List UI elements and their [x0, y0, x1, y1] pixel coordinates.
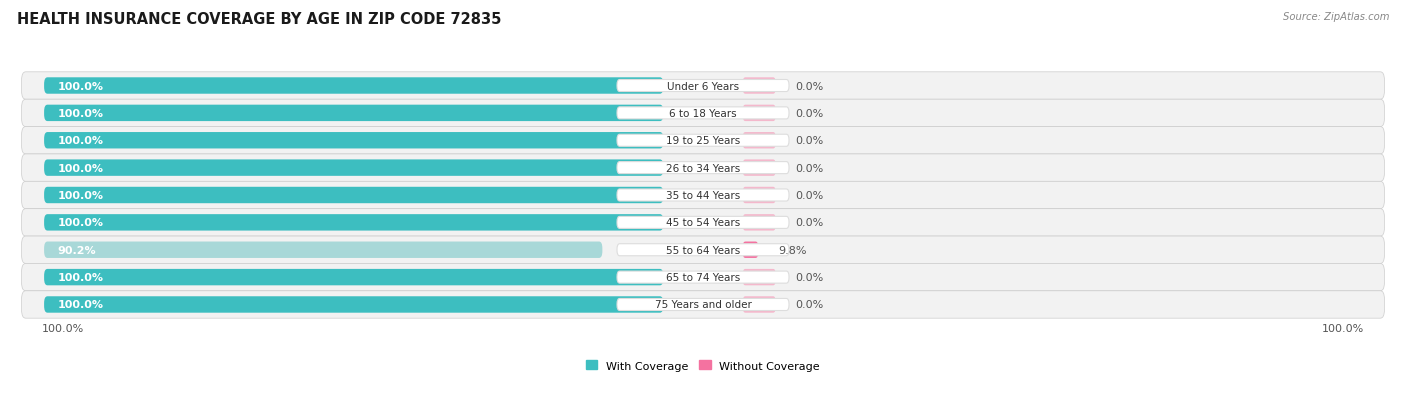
Text: 0.0%: 0.0%	[796, 163, 824, 173]
FancyBboxPatch shape	[617, 162, 789, 174]
Text: 100.0%: 100.0%	[58, 300, 103, 310]
Text: 0.0%: 0.0%	[796, 190, 824, 200]
FancyBboxPatch shape	[742, 160, 776, 176]
Text: 100.0%: 100.0%	[1322, 323, 1365, 333]
FancyBboxPatch shape	[44, 105, 664, 122]
FancyBboxPatch shape	[44, 297, 664, 313]
FancyBboxPatch shape	[44, 133, 664, 149]
FancyBboxPatch shape	[21, 264, 1385, 291]
Text: 65 to 74 Years: 65 to 74 Years	[666, 273, 740, 282]
Text: 100.0%: 100.0%	[41, 323, 84, 333]
Text: Under 6 Years: Under 6 Years	[666, 81, 740, 91]
FancyBboxPatch shape	[742, 133, 776, 149]
Text: 100.0%: 100.0%	[58, 109, 103, 119]
FancyBboxPatch shape	[617, 271, 789, 283]
Text: 100.0%: 100.0%	[58, 136, 103, 146]
FancyBboxPatch shape	[21, 209, 1385, 237]
FancyBboxPatch shape	[617, 190, 789, 202]
FancyBboxPatch shape	[44, 242, 602, 258]
Text: 45 to 54 Years: 45 to 54 Years	[666, 218, 740, 228]
FancyBboxPatch shape	[21, 73, 1385, 100]
FancyBboxPatch shape	[44, 188, 664, 204]
Text: HEALTH INSURANCE COVERAGE BY AGE IN ZIP CODE 72835: HEALTH INSURANCE COVERAGE BY AGE IN ZIP …	[17, 12, 502, 27]
FancyBboxPatch shape	[21, 127, 1385, 154]
FancyBboxPatch shape	[44, 78, 664, 95]
Legend: With Coverage, Without Coverage: With Coverage, Without Coverage	[586, 361, 820, 370]
FancyBboxPatch shape	[617, 217, 789, 229]
FancyBboxPatch shape	[21, 237, 1385, 264]
FancyBboxPatch shape	[617, 80, 789, 93]
Text: 0.0%: 0.0%	[796, 218, 824, 228]
FancyBboxPatch shape	[617, 299, 789, 311]
Text: 0.0%: 0.0%	[796, 81, 824, 91]
Text: 100.0%: 100.0%	[58, 273, 103, 282]
FancyBboxPatch shape	[742, 297, 776, 313]
FancyBboxPatch shape	[617, 244, 789, 256]
Text: 90.2%: 90.2%	[58, 245, 96, 255]
FancyBboxPatch shape	[742, 215, 776, 231]
FancyBboxPatch shape	[21, 291, 1385, 318]
FancyBboxPatch shape	[44, 160, 664, 176]
FancyBboxPatch shape	[617, 108, 789, 120]
FancyBboxPatch shape	[742, 78, 776, 95]
FancyBboxPatch shape	[21, 154, 1385, 182]
FancyBboxPatch shape	[21, 182, 1385, 209]
Text: 100.0%: 100.0%	[58, 218, 103, 228]
FancyBboxPatch shape	[617, 135, 789, 147]
FancyBboxPatch shape	[44, 215, 664, 231]
Text: 100.0%: 100.0%	[58, 190, 103, 200]
FancyBboxPatch shape	[742, 105, 776, 122]
Text: 0.0%: 0.0%	[796, 300, 824, 310]
Text: 100.0%: 100.0%	[58, 163, 103, 173]
Text: 35 to 44 Years: 35 to 44 Years	[666, 190, 740, 200]
Text: 6 to 18 Years: 6 to 18 Years	[669, 109, 737, 119]
Text: Source: ZipAtlas.com: Source: ZipAtlas.com	[1282, 12, 1389, 22]
FancyBboxPatch shape	[44, 269, 664, 286]
FancyBboxPatch shape	[742, 188, 776, 204]
Text: 55 to 64 Years: 55 to 64 Years	[666, 245, 740, 255]
FancyBboxPatch shape	[742, 269, 776, 286]
Text: 0.0%: 0.0%	[796, 136, 824, 146]
FancyBboxPatch shape	[742, 242, 758, 258]
Text: 0.0%: 0.0%	[796, 109, 824, 119]
FancyBboxPatch shape	[21, 100, 1385, 127]
Text: 9.8%: 9.8%	[778, 245, 807, 255]
Text: 19 to 25 Years: 19 to 25 Years	[666, 136, 740, 146]
Text: 26 to 34 Years: 26 to 34 Years	[666, 163, 740, 173]
Text: 75 Years and older: 75 Years and older	[655, 300, 751, 310]
Text: 100.0%: 100.0%	[58, 81, 103, 91]
Text: 0.0%: 0.0%	[796, 273, 824, 282]
